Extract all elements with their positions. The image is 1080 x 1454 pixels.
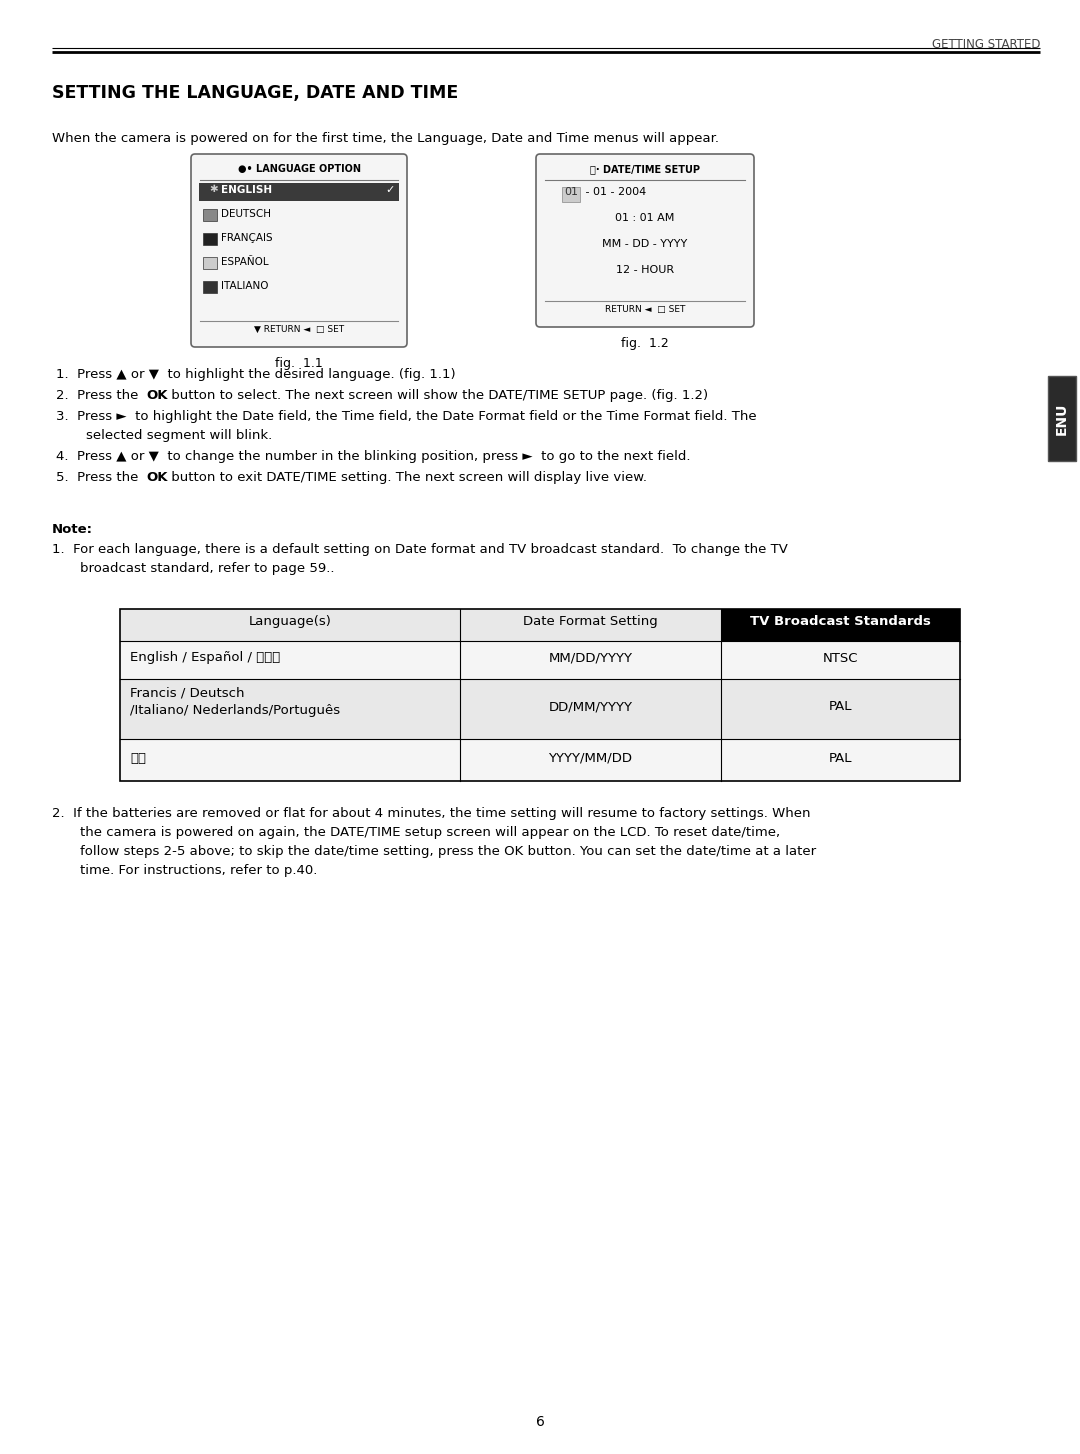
Text: PAL: PAL (828, 752, 852, 765)
Bar (120, 679, 960, 739)
Text: 12 - HOUR: 12 - HOUR (616, 265, 674, 275)
Text: follow steps 2-5 above; to skip the date/time setting, press the OK button. You : follow steps 2-5 above; to skip the date… (80, 845, 816, 858)
Text: 中文: 中文 (130, 752, 146, 765)
Text: ✓: ✓ (386, 185, 395, 195)
Text: Note:: Note: (52, 523, 93, 537)
Text: 3.  Press ►  to highlight the Date field, the Time field, the Date Format field : 3. Press ► to highlight the Date field, … (56, 410, 757, 423)
Bar (1048, 377, 1076, 461)
Text: ✱: ✱ (210, 185, 218, 193)
Text: When the camera is powered on for the first time, the Language, Date and Time me: When the camera is powered on for the fi… (52, 132, 719, 145)
Text: TV Broadcast Standards: TV Broadcast Standards (751, 615, 931, 628)
Bar (120, 739, 960, 781)
Text: DD/MM/YYYY: DD/MM/YYYY (549, 701, 633, 714)
Text: RETURN ◄  □ SET: RETURN ◄ □ SET (605, 305, 685, 314)
Text: OK: OK (146, 471, 167, 484)
Text: Language(s): Language(s) (248, 615, 332, 628)
Text: 2.  Press the: 2. Press the (56, 390, 143, 401)
Bar (120, 641, 960, 679)
Bar (203, 209, 217, 221)
Text: time. For instructions, refer to p.40.: time. For instructions, refer to p.40. (80, 864, 318, 877)
Text: Francis / Deutsch: Francis / Deutsch (130, 686, 244, 699)
Text: OK: OK (146, 390, 167, 401)
Text: DEUTSCH: DEUTSCH (221, 209, 271, 220)
Text: ⏰· DATE/TIME SETUP: ⏰· DATE/TIME SETUP (590, 164, 700, 174)
Text: button to select. The next screen will show the DATE/TIME SETUP page. (fig. 1.2): button to select. The next screen will s… (167, 390, 708, 401)
Text: the camera is powered on again, the DATE/TIME setup screen will appear on the LC: the camera is powered on again, the DATE… (80, 826, 780, 839)
Text: NTSC: NTSC (823, 651, 859, 664)
Text: ENGLISH: ENGLISH (221, 185, 272, 195)
Text: /Italiano/ Nederlands/Português: /Italiano/ Nederlands/Português (130, 704, 340, 717)
Text: 4.  Press ▲ or ▼  to change the number in the blinking position, press ►  to go : 4. Press ▲ or ▼ to change the number in … (56, 449, 690, 462)
Text: ●• LANGUAGE OPTION: ●• LANGUAGE OPTION (238, 164, 361, 174)
Text: GETTING STARTED: GETTING STARTED (931, 38, 1040, 51)
Text: fig.  1.1: fig. 1.1 (275, 358, 323, 369)
Text: selected segment will blink.: selected segment will blink. (86, 429, 272, 442)
Text: broadcast standard, refer to page 59..: broadcast standard, refer to page 59.. (80, 563, 335, 574)
Text: ESPAÑOL: ESPAÑOL (221, 257, 269, 268)
Text: fig.  1.2: fig. 1.2 (621, 337, 669, 350)
FancyBboxPatch shape (536, 154, 754, 327)
Bar (199, 183, 399, 201)
Text: FRANÇAIS: FRANÇAIS (221, 233, 272, 243)
Text: 5.  Press the: 5. Press the (56, 471, 143, 484)
FancyBboxPatch shape (191, 154, 407, 348)
Text: Date Format Setting: Date Format Setting (523, 615, 658, 628)
Text: 01 : 01 AM: 01 : 01 AM (616, 212, 675, 222)
Text: ▼ RETURN ◄  □ SET: ▼ RETURN ◄ □ SET (254, 326, 345, 334)
Text: 01: 01 (564, 188, 578, 196)
Text: MM - DD - YYYY: MM - DD - YYYY (603, 238, 688, 249)
Bar (562, 188, 580, 202)
Text: 6: 6 (536, 1415, 544, 1429)
Bar (721, 609, 960, 641)
Text: 2.  If the batteries are removed or flat for about 4 minutes, the time setting w: 2. If the batteries are removed or flat … (52, 807, 810, 820)
Bar (120, 609, 960, 781)
Text: ITALIANO: ITALIANO (221, 281, 269, 291)
Text: SETTING THE LANGUAGE, DATE AND TIME: SETTING THE LANGUAGE, DATE AND TIME (52, 84, 458, 102)
Bar (203, 233, 217, 246)
Text: YYYY/MM/DD: YYYY/MM/DD (549, 752, 633, 765)
Text: button to exit DATE/TIME setting. The next screen will display live view.: button to exit DATE/TIME setting. The ne… (167, 471, 647, 484)
Text: PAL: PAL (828, 701, 852, 714)
Text: 1.  For each language, there is a default setting on Date format and TV broadcas: 1. For each language, there is a default… (52, 542, 788, 555)
Bar (203, 281, 217, 294)
Text: ENU: ENU (1055, 403, 1069, 435)
Text: MM/DD/YYYY: MM/DD/YYYY (549, 651, 633, 664)
Text: - 01 - 2004: - 01 - 2004 (582, 188, 646, 196)
Bar (203, 257, 217, 269)
Bar (120, 609, 960, 641)
Text: 1.  Press ▲ or ▼  to highlight the desired language. (fig. 1.1): 1. Press ▲ or ▼ to highlight the desired… (56, 368, 456, 381)
Text: English / Español / 日本語: English / Español / 日本語 (130, 651, 280, 664)
